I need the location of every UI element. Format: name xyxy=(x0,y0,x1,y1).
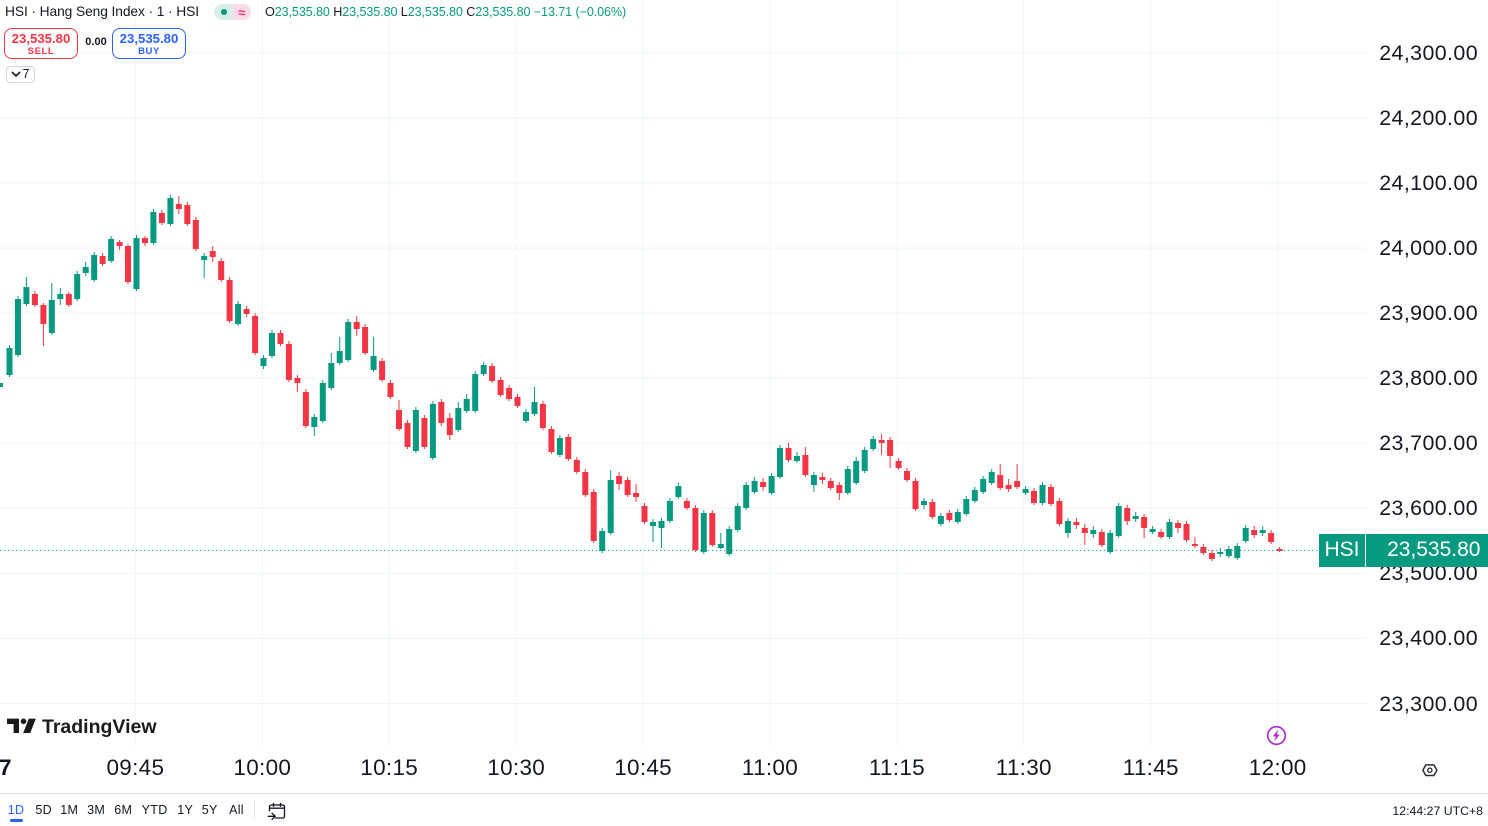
svg-text:TradingView: TradingView xyxy=(42,717,157,737)
